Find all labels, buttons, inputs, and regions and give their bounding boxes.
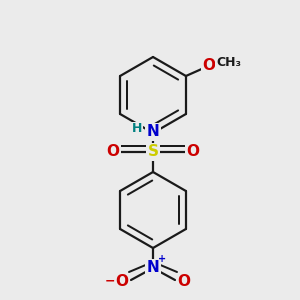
Text: −: −	[105, 274, 115, 287]
Text: O: O	[187, 145, 200, 160]
Text: N: N	[147, 260, 159, 275]
Text: N: N	[147, 124, 159, 140]
Text: +: +	[158, 254, 166, 264]
Text: O: O	[202, 58, 215, 73]
Text: O: O	[116, 274, 128, 290]
Text: H: H	[132, 122, 142, 136]
Text: CH₃: CH₃	[216, 56, 242, 68]
Text: O: O	[106, 145, 119, 160]
Text: O: O	[178, 274, 190, 290]
Text: S: S	[148, 145, 158, 160]
